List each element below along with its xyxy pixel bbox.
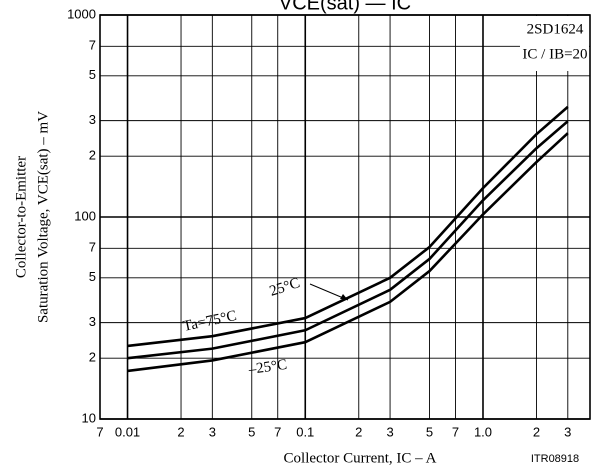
y-tick-label: 3 (89, 112, 96, 127)
x-tick-label: 7 (452, 424, 459, 439)
y-tick-label: 10 (82, 410, 96, 425)
x-axis-label: Collector Current, IC – A (284, 450, 437, 466)
plot-frame (99, 14, 591, 420)
x-tick-label: 0.1 (296, 424, 314, 439)
y-axis-label: Collector-to-Emitter (13, 156, 29, 278)
y-tick-label: 2 (89, 148, 96, 163)
x-tick-label: 2 (355, 424, 362, 439)
x-tick-label: 5 (426, 424, 433, 439)
x-tick-label: 7 (274, 424, 281, 439)
y-axis-label: Saturation Voltage, VCE(sat) – mV (35, 111, 51, 323)
info-box (520, 16, 589, 71)
x-tick-label: 2 (533, 424, 540, 439)
y-tick-label: 7 (89, 240, 96, 255)
curve-label: 25°C (268, 275, 302, 300)
x-tick-label: 1.0 (474, 424, 492, 439)
arrow-head (340, 294, 348, 300)
condition: IC / IB=20 (522, 46, 587, 62)
curve-label: Ta=75°C (182, 308, 238, 335)
x-tick-label: 5 (248, 424, 255, 439)
y-tick-label: 3 (89, 314, 96, 329)
curve (127, 120, 569, 360)
y-tick-label: 1000 (67, 6, 96, 21)
y-tick-label: 5 (89, 67, 96, 82)
curve (127, 105, 569, 348)
y-tick-label: 100 (74, 208, 96, 223)
x-tick-label: 3 (564, 424, 571, 439)
x-tick-label: 0.01 (115, 424, 140, 439)
chart-title: VCE(sat) — IC (279, 0, 411, 14)
x-tick-label: 3 (386, 424, 393, 439)
x-tick-label: 3 (209, 424, 216, 439)
y-tick-label: 5 (89, 269, 96, 284)
x-tick-label: 2 (177, 424, 184, 439)
curve-label: –25°C (247, 357, 288, 378)
x-tick-label: 7 (96, 424, 103, 439)
y-tick-label: 2 (89, 350, 96, 365)
y-tick-label: 7 (89, 38, 96, 53)
curve (127, 132, 569, 373)
figure-id: ITR08918 (531, 453, 579, 465)
part-number: 2SD1624 (527, 21, 584, 37)
